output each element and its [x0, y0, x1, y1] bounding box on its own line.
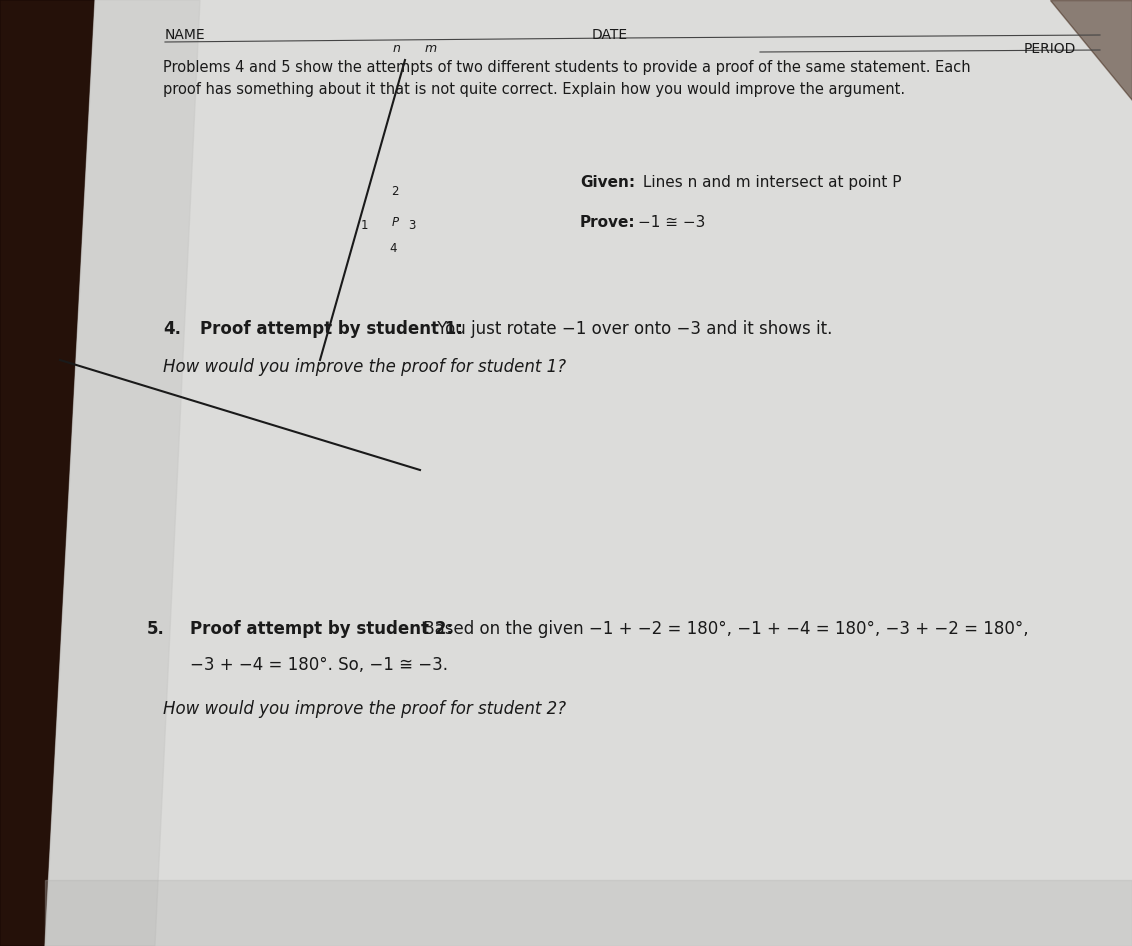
Polygon shape: [0, 0, 180, 946]
Text: Proof attempt by student 2:: Proof attempt by student 2:: [190, 620, 453, 638]
Text: P: P: [392, 216, 400, 229]
Text: proof has something about it that is not quite correct. Explain how you would im: proof has something about it that is not…: [163, 82, 906, 97]
Text: DATE: DATE: [592, 28, 628, 42]
Text: How would you improve the proof for student 2?: How would you improve the proof for stud…: [163, 700, 566, 718]
Text: Problems 4 and 5 show the attempts of two different students to provide a proof : Problems 4 and 5 show the attempts of tw…: [163, 60, 970, 75]
Polygon shape: [45, 880, 1132, 946]
Text: You just rotate −1 over onto −3 and it shows it.: You just rotate −1 over onto −3 and it s…: [432, 320, 832, 338]
Text: 5.: 5.: [147, 620, 165, 638]
Text: Based on the given −1 + −2 = 180°, −1 + −4 = 180°, −3 + −2 = 180°,: Based on the given −1 + −2 = 180°, −1 + …: [418, 620, 1029, 638]
Text: −3 + −4 = 180°. So, −1 ≅ −3.: −3 + −4 = 180°. So, −1 ≅ −3.: [190, 656, 448, 674]
Bar: [180, 0, 1132, 946]
Text: Given:: Given:: [580, 175, 635, 190]
Text: 3: 3: [408, 219, 415, 232]
Text: 2: 2: [392, 185, 398, 198]
Polygon shape: [45, 0, 200, 946]
Text: How would you improve the proof for student 1?: How would you improve the proof for stud…: [163, 358, 566, 376]
Text: m: m: [424, 42, 437, 55]
Text: NAME: NAME: [165, 28, 206, 42]
Text: Lines n and m intersect at point P: Lines n and m intersect at point P: [638, 175, 901, 190]
Text: Proof attempt by student 1:: Proof attempt by student 1:: [200, 320, 463, 338]
Text: PERIOD: PERIOD: [1023, 42, 1077, 56]
Text: 4.: 4.: [163, 320, 181, 338]
Polygon shape: [1050, 0, 1132, 100]
Text: Prove:: Prove:: [580, 215, 636, 230]
Text: n: n: [392, 42, 400, 55]
Polygon shape: [800, 0, 1132, 200]
Text: 4: 4: [389, 242, 396, 255]
Text: 1: 1: [360, 219, 368, 232]
Polygon shape: [45, 0, 1132, 946]
Text: −1 ≅ −3: −1 ≅ −3: [638, 215, 705, 230]
